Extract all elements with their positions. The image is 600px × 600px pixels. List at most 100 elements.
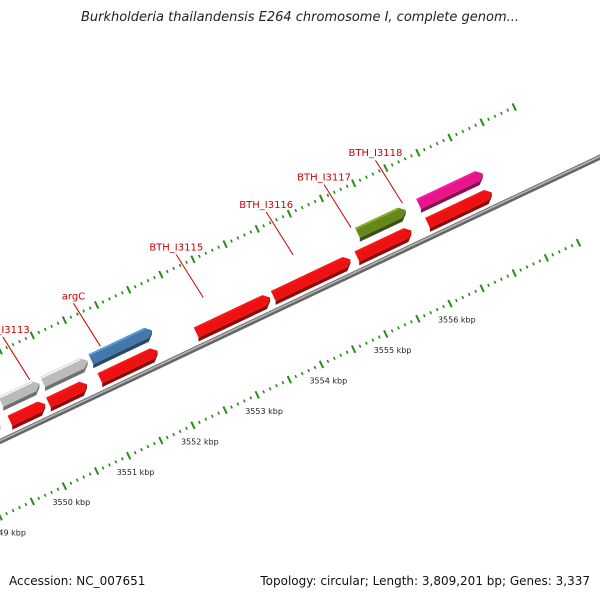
outer-tick [339, 187, 343, 191]
cds-arrow-highlight [97, 348, 151, 375]
inner-tick [37, 496, 41, 501]
cds-arrow[interactable] [7, 401, 46, 430]
gene-label[interactable]: BTH_I3117 [297, 173, 351, 184]
inner-tick [93, 466, 100, 476]
outer-tick [479, 118, 485, 127]
feature-arrow-side [3, 383, 40, 411]
outer-tick [75, 312, 79, 316]
inner-tick [254, 390, 260, 399]
gene-label[interactable]: BTH_I3115 [149, 243, 203, 254]
inner-tick [210, 414, 214, 418]
outer-tick [11, 342, 15, 347]
callout-line [73, 303, 101, 347]
outer-tick [474, 123, 478, 128]
inner-tick [56, 487, 60, 491]
outer-tick [286, 209, 292, 218]
inner-tick [500, 277, 503, 281]
outer-tick [158, 270, 164, 279]
cds-arrow-face [270, 257, 351, 301]
cds-arrow-highlight [425, 190, 485, 220]
inner-tick [506, 274, 510, 278]
outer-tick [422, 148, 426, 152]
inner-tick [557, 250, 561, 254]
cds-arrow-face [425, 190, 492, 228]
outer-tick [5, 345, 9, 350]
inner-tick [307, 368, 310, 373]
inner-tick [525, 265, 529, 269]
outer-tick [69, 315, 73, 319]
gene-label[interactable]: BTH_I3118 [348, 148, 402, 159]
outer-tick [172, 266, 176, 271]
gene-label[interactable]: BTH_I3113 [0, 325, 30, 336]
outer-tick [377, 169, 381, 173]
feature-arrow[interactable] [88, 327, 152, 369]
kbp-label: 3552 kbp [181, 437, 219, 446]
inner-tick [570, 243, 574, 248]
inner-tick [294, 374, 298, 379]
outer-tick [198, 254, 201, 258]
callout-line [2, 336, 31, 381]
inner-tick [286, 375, 292, 384]
inner-tick [140, 447, 143, 452]
feature-arrow-face [40, 358, 88, 387]
outer-tick [326, 193, 330, 198]
cds-arrow[interactable] [97, 348, 158, 388]
outer-tick [61, 316, 68, 325]
feature-arrow[interactable] [40, 358, 88, 391]
outer-tick [165, 269, 169, 274]
outer-tick [126, 285, 132, 294]
inner-tick [101, 466, 105, 470]
inner-tick [126, 451, 132, 460]
outer-tick [435, 141, 439, 146]
map-title: Burkholderia thailandensis E264 chromoso… [80, 10, 520, 25]
outer-tick [29, 331, 35, 340]
cds-arrow[interactable] [193, 295, 271, 342]
outer-tick [447, 133, 453, 142]
outer-tick [506, 108, 510, 112]
cds-arrow-face [46, 381, 87, 408]
cds-arrow[interactable] [354, 228, 412, 266]
outer-tick [493, 114, 497, 118]
outer-tick [37, 330, 41, 335]
feature-arrow[interactable] [0, 381, 40, 411]
cds-arrow[interactable] [46, 381, 87, 412]
outer-tick [455, 132, 458, 137]
kbp-label: 3549 kbp [0, 529, 26, 538]
outer-tick [487, 117, 490, 121]
outer-tick [222, 240, 228, 249]
inner-tick [318, 360, 325, 369]
feature-arrow-face [416, 171, 483, 209]
outer-tick [120, 291, 124, 295]
cds-arrow-face [354, 228, 412, 262]
inner-tick [575, 238, 582, 247]
gene-label[interactable]: argC [62, 291, 85, 302]
feature-arrow-highlight [0, 381, 33, 399]
inner-tick [551, 253, 555, 257]
outer-tick [318, 194, 325, 203]
feature-arrow-highlight [40, 358, 81, 379]
feature-arrow-highlight [416, 171, 476, 201]
inner-tick [429, 310, 433, 315]
feature-arrow[interactable] [416, 171, 483, 213]
outer-tick [442, 138, 445, 143]
outer-tick [511, 103, 517, 112]
outer-tick [500, 111, 503, 115]
cds-arrow-highlight [194, 295, 264, 330]
backbone-highlight [0, 155, 600, 442]
outer-tick [93, 300, 100, 310]
inner-tick [493, 280, 497, 284]
outer-tick [371, 172, 375, 176]
callout-line [175, 254, 204, 298]
feature-arrow[interactable] [355, 207, 406, 242]
cds-track [0, 190, 492, 430]
inner-tick [435, 307, 439, 312]
gene-label[interactable]: BTH_I3116 [239, 200, 293, 211]
outer-tick [345, 184, 349, 188]
outer-tick [114, 294, 118, 298]
cds-arrow[interactable] [270, 257, 351, 305]
cds-arrow-highlight [354, 228, 405, 254]
cds-arrow-side [275, 259, 351, 305]
outer-tick [397, 160, 400, 164]
cds-arrow[interactable] [425, 190, 492, 232]
